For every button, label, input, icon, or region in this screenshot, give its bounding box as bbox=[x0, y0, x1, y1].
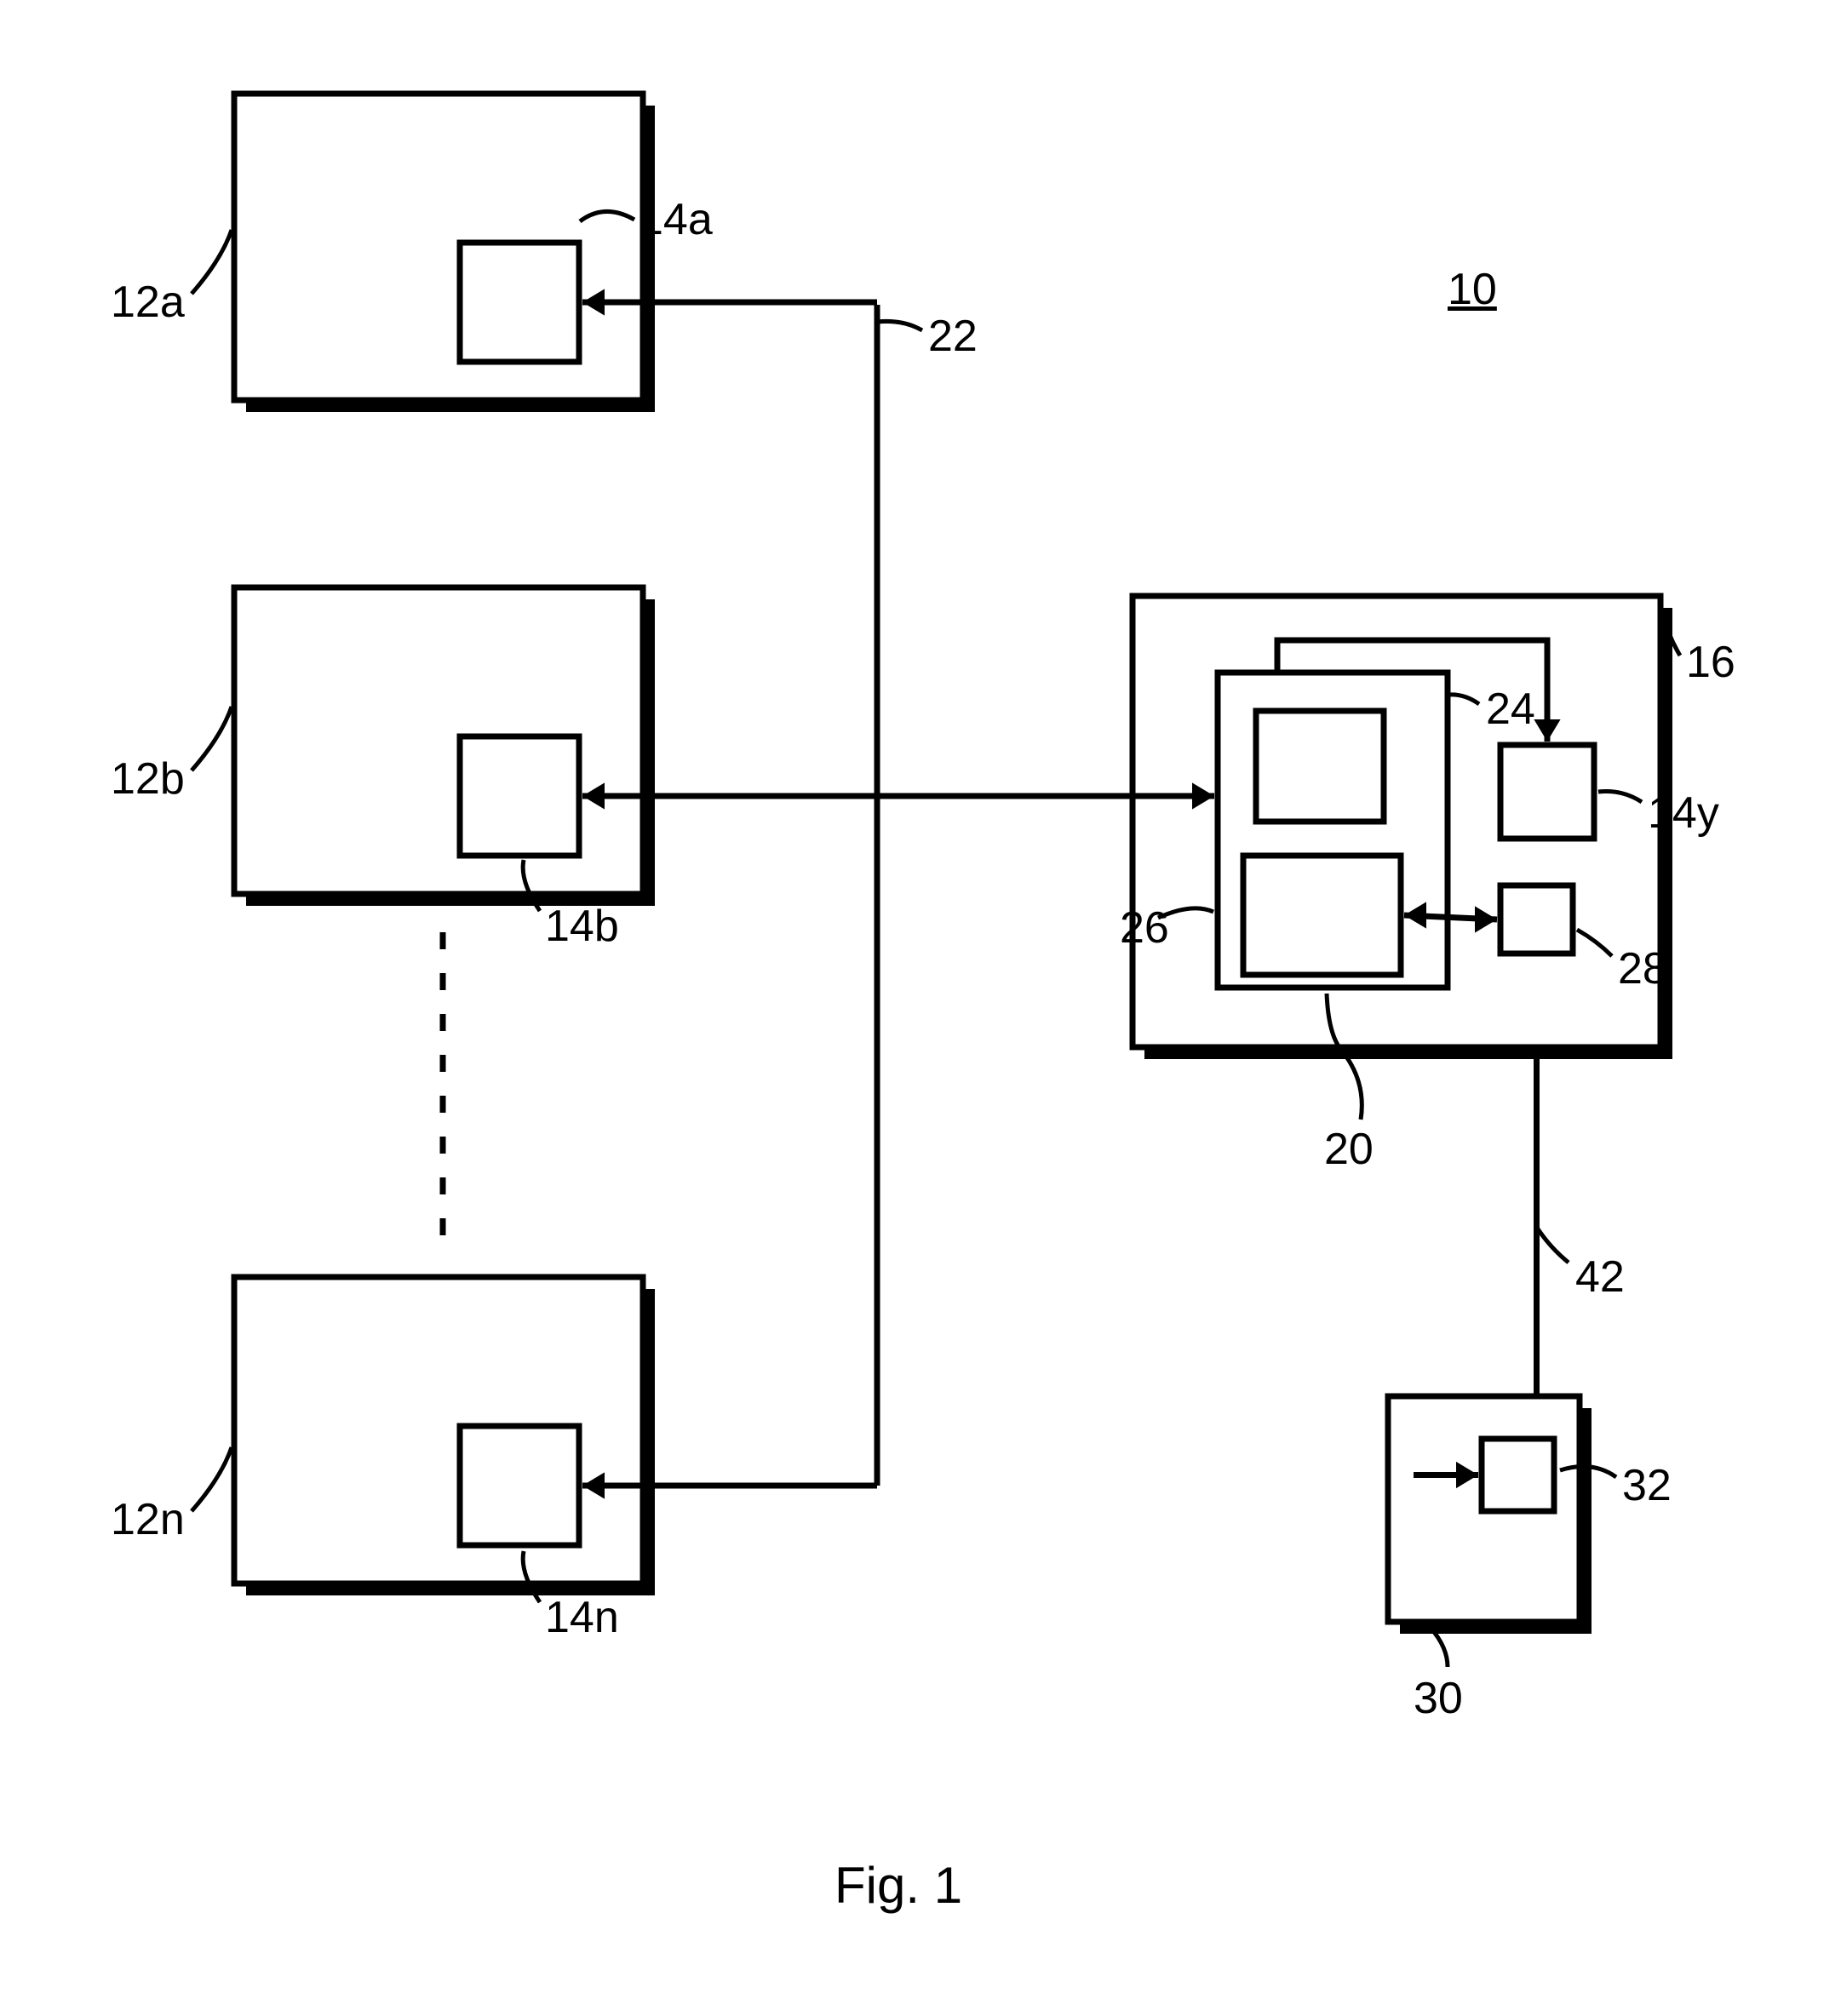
label-16: 16 bbox=[1686, 637, 1735, 688]
label-42: 42 bbox=[1575, 1251, 1625, 1303]
label-20: 20 bbox=[1324, 1124, 1374, 1175]
label-14n: 14n bbox=[545, 1592, 619, 1643]
label-14y: 14y bbox=[1648, 788, 1719, 839]
label-24: 24 bbox=[1486, 684, 1535, 735]
label-30: 30 bbox=[1414, 1673, 1463, 1724]
label-12b: 12b bbox=[111, 753, 185, 805]
label-32: 32 bbox=[1622, 1460, 1672, 1511]
label-22: 22 bbox=[928, 311, 978, 362]
label-26: 26 bbox=[1120, 902, 1169, 954]
diagram-svg bbox=[0, 0, 1841, 2016]
label-12n: 12n bbox=[111, 1494, 185, 1545]
label-28: 28 bbox=[1618, 943, 1667, 994]
label-10: 10 bbox=[1448, 264, 1497, 315]
diagram-canvas: 12a 14a 12b 14b 12n 14n 22 10 16 24 14y … bbox=[0, 0, 1841, 2016]
label-12a: 12a bbox=[111, 277, 185, 328]
label-14a: 14a bbox=[639, 194, 713, 245]
label-14b: 14b bbox=[545, 901, 619, 952]
figure-caption: Fig. 1 bbox=[834, 1856, 962, 1915]
